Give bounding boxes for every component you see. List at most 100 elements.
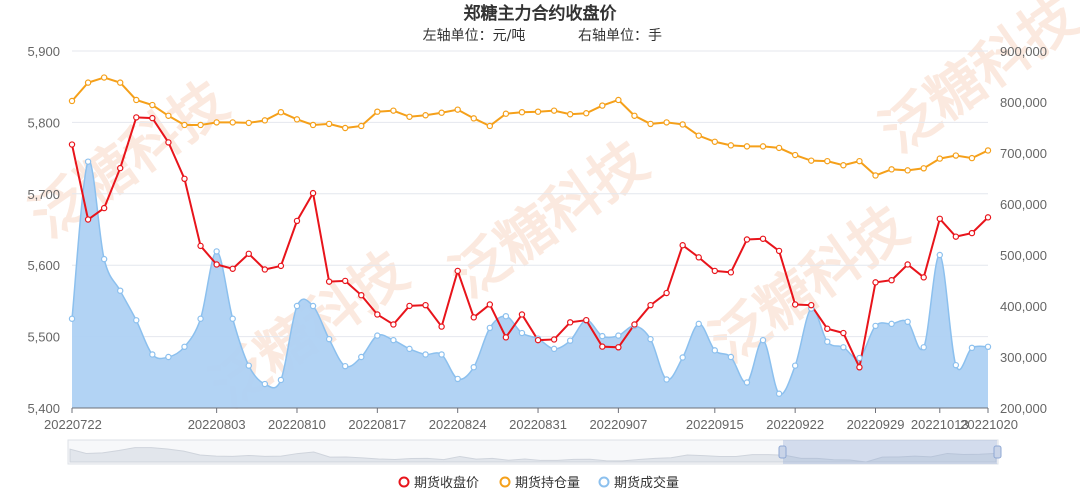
- volume-point[interactable]: [261, 380, 269, 388]
- close-price-point[interactable]: [727, 269, 735, 276]
- open-interest-point[interactable]: [518, 108, 526, 116]
- open-interest-point[interactable]: [808, 157, 815, 164]
- close-price-point[interactable]: [615, 344, 622, 351]
- volume-point[interactable]: [277, 376, 285, 384]
- open-interest-point[interactable]: [583, 110, 590, 117]
- close-price-point[interactable]: [341, 277, 349, 285]
- open-interest-point[interactable]: [181, 121, 188, 129]
- open-interest-point[interactable]: [711, 138, 719, 145]
- volume-point[interactable]: [165, 353, 172, 361]
- volume-point[interactable]: [325, 335, 333, 343]
- volume-point[interactable]: [486, 324, 494, 332]
- open-interest-point[interactable]: [406, 113, 413, 120]
- volume-point[interactable]: [856, 354, 863, 362]
- legend-item-volume[interactable]: 期货成交量: [598, 475, 680, 491]
- close-price-point[interactable]: [309, 189, 317, 197]
- volume-point[interactable]: [743, 379, 751, 386]
- open-interest-point[interactable]: [679, 121, 686, 128]
- legend-item-close[interactable]: 期货收盘价: [398, 475, 480, 491]
- close-price-point[interactable]: [213, 261, 220, 268]
- volume-point[interactable]: [695, 320, 702, 328]
- open-interest-point[interactable]: [229, 119, 236, 126]
- volume-point[interactable]: [952, 361, 960, 369]
- close-price-point[interactable]: [165, 139, 172, 146]
- close-price-point[interactable]: [872, 279, 879, 286]
- open-interest-point[interactable]: [888, 166, 895, 173]
- close-price-point[interactable]: [133, 114, 140, 121]
- close-price-point[interactable]: [534, 336, 542, 344]
- close-price-point[interactable]: [856, 364, 863, 371]
- volume-point[interactable]: [213, 248, 220, 255]
- open-interest-point[interactable]: [984, 147, 992, 154]
- volume-point[interactable]: [84, 158, 92, 165]
- close-price-point[interactable]: [791, 301, 799, 308]
- volume-point[interactable]: [904, 318, 911, 326]
- data-zoom-slider[interactable]: [67, 439, 1002, 465]
- close-price-point[interactable]: [293, 217, 301, 225]
- volume-point[interactable]: [133, 317, 140, 324]
- open-interest-point[interactable]: [358, 122, 365, 130]
- close-price-point[interactable]: [904, 261, 911, 268]
- volume-point[interactable]: [984, 343, 992, 350]
- close-price-point[interactable]: [936, 215, 943, 222]
- open-interest-point[interactable]: [261, 117, 269, 124]
- close-price-point[interactable]: [647, 301, 654, 309]
- open-interest-point[interactable]: [599, 102, 606, 109]
- volume-point[interactable]: [550, 345, 558, 353]
- close-price-point[interactable]: [920, 274, 927, 281]
- open-interest-point[interactable]: [502, 110, 510, 117]
- volume-point[interactable]: [872, 322, 879, 330]
- open-interest-point[interactable]: [293, 116, 301, 123]
- open-interest-point[interactable]: [663, 119, 670, 126]
- volume-point[interactable]: [711, 347, 719, 354]
- volume-point[interactable]: [454, 375, 461, 383]
- volume-point[interactable]: [663, 376, 670, 383]
- close-price-point[interactable]: [824, 325, 831, 332]
- legend-item-oi[interactable]: 期货持仓量: [499, 475, 581, 491]
- close-price-point[interactable]: [100, 204, 108, 212]
- open-interest-point[interactable]: [952, 152, 960, 159]
- open-interest-point[interactable]: [631, 112, 638, 119]
- open-interest-point[interactable]: [438, 109, 445, 116]
- close-price-point[interactable]: [358, 291, 365, 299]
- volume-point[interactable]: [438, 351, 445, 358]
- volume-point[interactable]: [791, 362, 799, 369]
- close-price-point[interactable]: [888, 276, 895, 284]
- open-interest-point[interactable]: [695, 132, 702, 139]
- volume-point[interactable]: [197, 315, 204, 322]
- volume-point[interactable]: [374, 332, 381, 339]
- open-interest-point[interactable]: [390, 107, 397, 114]
- open-interest-point[interactable]: [277, 108, 285, 116]
- open-interest-point[interactable]: [133, 96, 140, 104]
- volume-point[interactable]: [840, 344, 847, 351]
- close-price-point[interactable]: [695, 254, 702, 261]
- open-interest-point[interactable]: [791, 151, 799, 159]
- volume-point[interactable]: [181, 343, 188, 350]
- close-price-point[interactable]: [197, 242, 204, 250]
- close-price-point[interactable]: [277, 262, 285, 270]
- open-interest-point[interactable]: [775, 144, 783, 152]
- close-price-point[interactable]: [840, 329, 847, 337]
- close-price-point[interactable]: [374, 311, 381, 318]
- open-interest-point[interactable]: [743, 143, 751, 150]
- close-price-point[interactable]: [952, 233, 960, 240]
- open-interest-point[interactable]: [341, 124, 349, 132]
- close-price-point[interactable]: [711, 267, 719, 275]
- open-interest-point[interactable]: [149, 101, 156, 109]
- close-price-point[interactable]: [984, 214, 992, 221]
- close-price-point[interactable]: [759, 235, 767, 242]
- close-price-point[interactable]: [245, 250, 252, 257]
- open-interest-point[interactable]: [566, 111, 574, 118]
- open-interest-point[interactable]: [550, 107, 558, 114]
- volume-point[interactable]: [149, 351, 156, 358]
- open-interest-point[interactable]: [904, 167, 911, 174]
- close-price-point[interactable]: [325, 278, 333, 285]
- volume-point[interactable]: [358, 353, 365, 361]
- open-interest-point[interactable]: [856, 157, 863, 165]
- close-price-point[interactable]: [438, 323, 445, 330]
- close-price-point[interactable]: [406, 302, 413, 310]
- volume-point[interactable]: [309, 302, 317, 310]
- close-price-point[interactable]: [663, 289, 670, 297]
- open-interest-point[interactable]: [68, 97, 76, 105]
- volume-point[interactable]: [599, 332, 606, 340]
